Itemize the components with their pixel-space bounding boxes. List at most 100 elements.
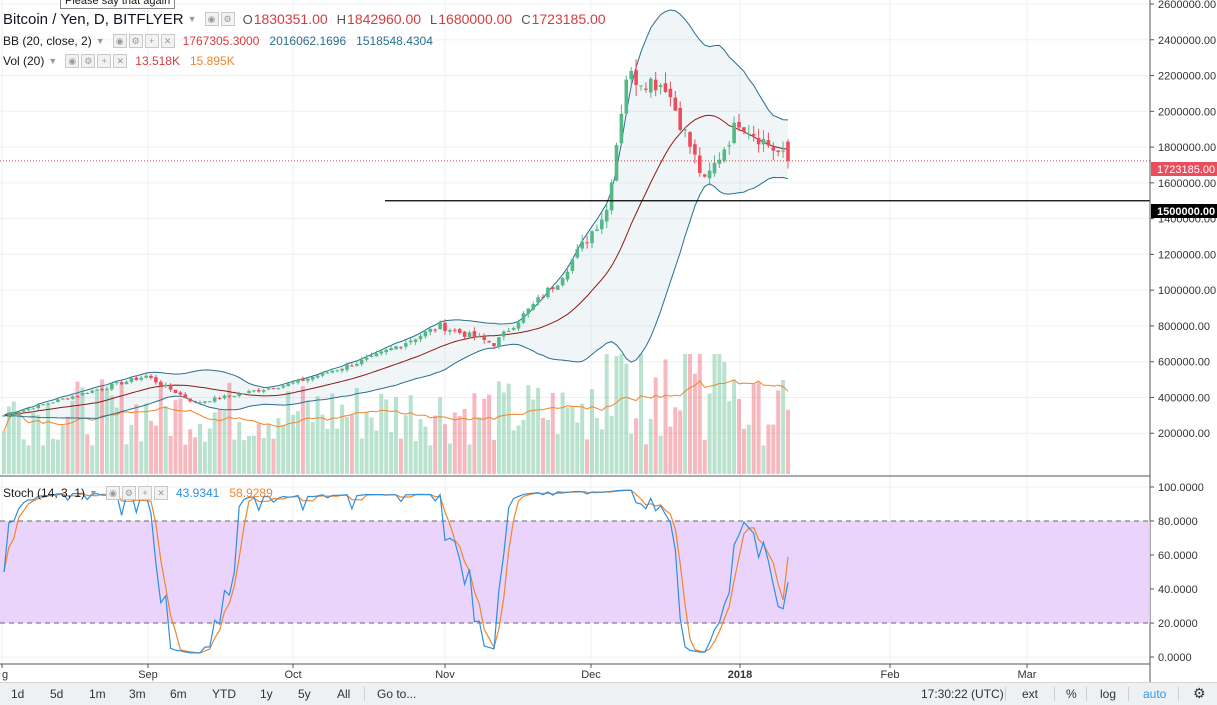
gear-icon[interactable]: ⚙ xyxy=(121,486,136,500)
volume-bar xyxy=(119,384,124,474)
candle-body xyxy=(203,401,207,403)
volume-bar xyxy=(727,401,732,474)
ext-toggle[interactable]: ext xyxy=(1022,687,1039,701)
range-5d[interactable]: 5d xyxy=(50,687,64,701)
vol-legend[interactable]: Vol (20) ▼ ◉ ⚙ + ✕ 13.518K 15.895K xyxy=(3,52,245,70)
candle-body xyxy=(658,85,663,88)
volume-bar xyxy=(124,444,129,474)
candle-body xyxy=(560,278,565,286)
candle-body xyxy=(438,322,442,330)
volume-bar xyxy=(487,394,492,474)
price-tick-label: 2000000.00 xyxy=(1158,106,1216,118)
hline-value: 1500000.00 xyxy=(1157,206,1215,218)
stoch-legend[interactable]: Stoch (14, 3, 1) ▼ ◉ ⚙ + ✕ 43.9341 58.92… xyxy=(3,484,283,502)
bb-legend[interactable]: BB (20, close, 2) ▼ ◉ ⚙ + ✕ 1767305.3000… xyxy=(3,32,443,50)
stoch-axis[interactable]: 100.0000 80.0000 60.0000 40.0000 20.0000 0.00… xyxy=(1150,482,1204,664)
price-tick-label: 2600000.00 xyxy=(1158,0,1216,11)
close-icon[interactable]: ✕ xyxy=(113,54,128,68)
candle-body xyxy=(477,336,482,338)
candle-body xyxy=(634,70,638,85)
gear-icon[interactable]: ⚙ xyxy=(81,54,96,68)
price-tick-label: 400000.00 xyxy=(1158,392,1210,404)
candle-body xyxy=(75,395,80,397)
volume-bar xyxy=(467,444,472,474)
volume-bar xyxy=(276,418,281,474)
volume-bar xyxy=(560,392,565,474)
volume-bar xyxy=(251,435,256,474)
range-ytd[interactable]: YTD xyxy=(212,687,236,701)
plus-icon[interactable]: + xyxy=(137,486,152,500)
eye-icon[interactable]: ◉ xyxy=(105,486,120,500)
plus-icon[interactable]: + xyxy=(97,54,112,68)
main-series-legend[interactable]: Bitcoin / Yen, D, BITFLYER ▼ ◉ ⚙ O 183035… xyxy=(3,10,615,28)
log-toggle[interactable]: log xyxy=(1100,687,1117,701)
volume-bar xyxy=(242,440,247,474)
stoch-pane xyxy=(0,489,1150,654)
clock-time[interactable]: 17:30:22 (UTC) xyxy=(921,687,1004,701)
volume-bar xyxy=(21,439,26,474)
candle-body xyxy=(2,415,6,417)
volume-bar xyxy=(31,413,36,474)
range-1d[interactable]: 1d xyxy=(11,687,25,701)
eye-icon[interactable]: ◉ xyxy=(65,54,80,68)
plus-icon[interactable]: + xyxy=(144,34,159,48)
gear-icon[interactable]: ⚙ xyxy=(1193,685,1206,701)
volume-bar xyxy=(11,401,16,474)
range-all[interactable]: All xyxy=(337,687,351,701)
chevron-down-icon[interactable]: ▼ xyxy=(48,56,58,66)
range-5y[interactable]: 5y xyxy=(298,687,311,701)
candle-body xyxy=(413,339,418,342)
volume-bar xyxy=(570,406,575,474)
price-axis[interactable]: 2600000.00 2400000.00 2200000.00 2000000.00… xyxy=(1150,0,1216,440)
divider xyxy=(1128,687,1129,701)
range-1y[interactable]: 1y xyxy=(260,687,273,701)
stoch-name[interactable]: Stoch (14, 3, 1) xyxy=(3,486,86,500)
candle-body xyxy=(374,353,379,357)
volume-bar xyxy=(550,392,555,474)
volume-bar xyxy=(771,424,776,474)
candle-body xyxy=(7,413,11,416)
candle-body xyxy=(653,79,658,91)
stoch-k-value: 43.9341 xyxy=(175,486,220,500)
range-6m[interactable]: 6m xyxy=(170,687,187,701)
volume-bar xyxy=(614,356,619,474)
volume-bar xyxy=(349,414,354,474)
range-1m[interactable]: 1m xyxy=(89,687,106,701)
volume-bar xyxy=(286,391,291,474)
auto-toggle[interactable]: auto xyxy=(1143,687,1167,701)
percent-toggle[interactable]: % xyxy=(1066,687,1077,701)
gear-icon[interactable]: ⚙ xyxy=(128,34,143,48)
candle-body xyxy=(668,88,673,98)
volume-bar xyxy=(134,404,139,474)
range-3m[interactable]: 3m xyxy=(129,687,146,701)
time-axis[interactable]: g Sep Oct Nov Dec 2018 Feb Mar xyxy=(1,664,1037,681)
close-icon[interactable]: ✕ xyxy=(160,34,175,48)
candle-body xyxy=(502,331,506,337)
eye-icon[interactable]: ◉ xyxy=(112,34,127,48)
candle-body xyxy=(212,397,217,402)
volume-bar xyxy=(217,410,222,474)
goto-button[interactable]: Go to... xyxy=(377,687,417,701)
chevron-down-icon[interactable]: ▼ xyxy=(89,488,98,498)
chevron-down-icon[interactable]: ▼ xyxy=(187,14,197,24)
candle-body xyxy=(350,365,354,367)
volume-bar xyxy=(653,377,658,474)
volume-bar xyxy=(629,433,634,474)
vol-name[interactable]: Vol (20) xyxy=(3,54,45,68)
volume-bar xyxy=(16,412,21,474)
stoch-band-fill xyxy=(0,521,1150,623)
chevron-down-icon[interactable]: ▼ xyxy=(95,36,105,46)
candle-body xyxy=(51,402,55,404)
bb-name[interactable]: BB (20, close, 2) xyxy=(3,34,92,48)
volume-bar xyxy=(261,438,266,474)
gear-icon[interactable]: ⚙ xyxy=(220,12,235,26)
candle-body xyxy=(306,378,310,381)
symbol-title[interactable]: Bitcoin / Yen, D, BITFLYER xyxy=(3,10,184,28)
volume-bar xyxy=(85,434,90,474)
chart-area[interactable]: 2600000.00 2400000.00 2200000.00 2000000.00… xyxy=(0,0,1217,682)
close-icon[interactable]: ✕ xyxy=(153,486,168,500)
candle-body xyxy=(786,141,790,161)
candle-body xyxy=(286,383,290,387)
last-price-value: 1723185.00 xyxy=(1157,164,1215,176)
eye-icon[interactable]: ◉ xyxy=(204,12,219,26)
